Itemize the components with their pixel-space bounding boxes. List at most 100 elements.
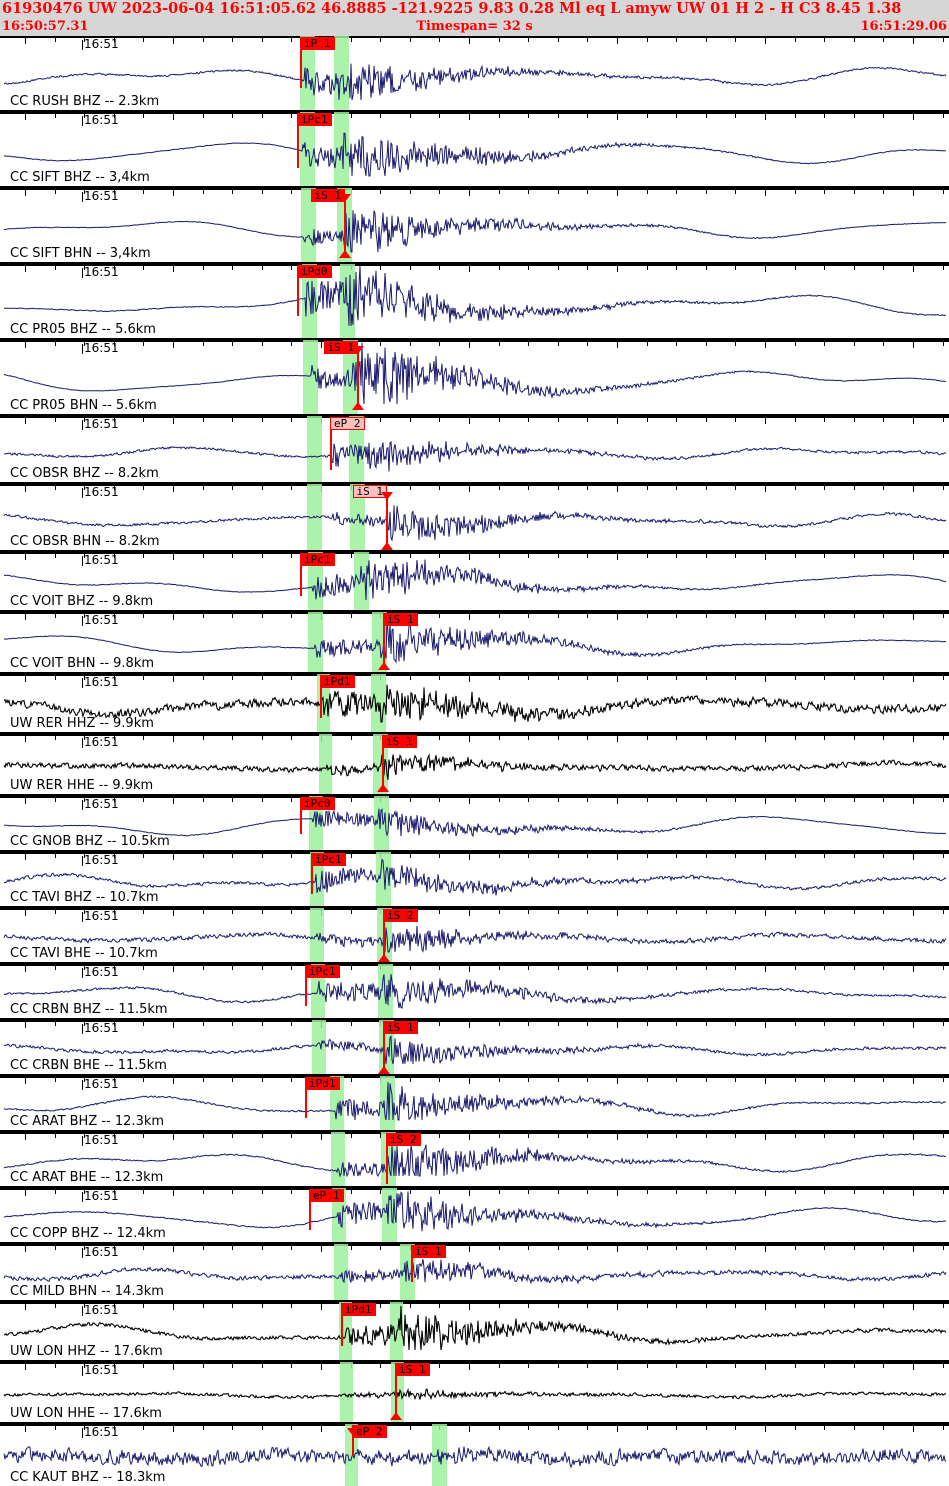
axis-tick xyxy=(55,796,56,802)
waveform-path xyxy=(3,974,947,1009)
trace-row[interactable]: 16:51 iS 1 CC OBSR BHN -- 8.2km xyxy=(0,484,949,552)
axis-tick xyxy=(262,908,263,914)
axis-tick xyxy=(469,612,470,620)
axis-tick xyxy=(173,674,174,682)
waveform xyxy=(3,1388,947,1401)
axis-tick xyxy=(943,1132,944,1138)
axis-tick xyxy=(232,188,233,194)
axis-tick xyxy=(528,674,529,680)
time-axis xyxy=(0,908,949,916)
axis-tick xyxy=(84,964,85,970)
trace-row[interactable]: 16:51 iPc1 CC SIFT BHZ -- 3,4km xyxy=(0,112,949,188)
axis-tick xyxy=(173,264,174,272)
pick-label: iPc1 xyxy=(297,113,332,126)
axis-time-label: 16:51 xyxy=(82,965,119,979)
pick-stem xyxy=(300,560,302,596)
waveform-path xyxy=(3,1191,947,1232)
trace-row[interactable]: 16:51 iPd1 UW RER HHZ -- 9.9km xyxy=(0,674,949,734)
axis-tick xyxy=(617,964,618,972)
pick-stem xyxy=(297,272,299,316)
axis-line xyxy=(0,852,949,854)
axis-tick xyxy=(499,1188,500,1194)
axis-tick xyxy=(676,552,677,558)
time-label-text: 16:51 xyxy=(84,1021,119,1035)
axis-time-label: 16:51 xyxy=(82,265,119,279)
axis-tick xyxy=(943,1020,944,1026)
axis-tick xyxy=(883,1362,884,1368)
axis-tick xyxy=(943,416,944,422)
axis-tick xyxy=(558,734,559,740)
axis-tick xyxy=(795,612,796,618)
axis-tick xyxy=(114,1244,115,1250)
trace-row[interactable]: 16:51 iPc0 CC GNOB BHZ -- 10.5km xyxy=(0,796,949,852)
waveform xyxy=(3,132,947,177)
axis-tick xyxy=(143,1188,144,1194)
channel-label: CC CRBN BHE -- 11.5km xyxy=(10,1058,167,1073)
axis-tick xyxy=(143,1244,144,1250)
waveform-path xyxy=(3,1035,947,1065)
trace-row[interactable]: 16:51 eP 2 CC KAUT BHZ -- 18.3km xyxy=(0,1424,949,1486)
trace-row[interactable]: 16:51 iS 1 CC MILD BHN -- 14.3km xyxy=(0,1244,949,1302)
axis-tick xyxy=(203,1302,204,1308)
axis-tick xyxy=(232,1244,233,1250)
pick-label: iS 1 xyxy=(310,189,345,202)
trace-row[interactable]: 16:51 iS 1 CC PR05 BHN -- 5.6km xyxy=(0,340,949,416)
axis-tick xyxy=(469,484,470,492)
trace-row[interactable]: 16:51 iPd0 CC PR05 BHZ -- 5.6km xyxy=(0,264,949,340)
trace-row[interactable]: 16:51 iS 1 CC VOIT BHN -- 9.8km xyxy=(0,612,949,674)
axis-tick xyxy=(84,734,85,740)
axis-tick xyxy=(765,674,766,682)
channel-label: CC OBSR BHZ -- 8.2km xyxy=(10,466,159,481)
trace-row[interactable]: 16:51 iPd1 UW LON HHZ -- 17.6km xyxy=(0,1302,949,1362)
trace-row[interactable]: 16:51 iPc1 CC TAVI BHZ -- 10.7km xyxy=(0,852,949,908)
axis-tick xyxy=(735,188,736,194)
axis-tick xyxy=(469,36,470,44)
pick-flag-top xyxy=(381,492,393,500)
trace-row[interactable]: 16:51 iS 1 UW RER HHE -- 9.9km xyxy=(0,734,949,796)
axis-tick xyxy=(173,908,174,916)
axis-tick xyxy=(410,1188,411,1194)
trace-row[interactable]: 16:51 eP 1 CC COPP BHZ -- 12.4km xyxy=(0,1188,949,1244)
axis-tick xyxy=(291,734,292,740)
axis-tick xyxy=(25,964,26,972)
axis-tick xyxy=(647,1188,648,1194)
trace-row[interactable]: 16:51 iS 2 CC TAVI BHE -- 10.7km xyxy=(0,908,949,964)
axis-tick xyxy=(84,796,85,802)
axis-tick xyxy=(735,796,736,802)
pick-stem xyxy=(395,1370,397,1418)
trace-row[interactable]: 16:51 iS 1 UW LON HHE -- 17.6km xyxy=(0,1362,949,1424)
axis-tick xyxy=(114,796,115,802)
trace-row[interactable]: 16:51 iPc1 CC VOIT BHZ -- 9.8km xyxy=(0,552,949,612)
axis-tick xyxy=(291,852,292,858)
channel-label: CC VOIT BHZ -- 9.8km xyxy=(10,594,154,609)
axis-tick xyxy=(647,1076,648,1082)
axis-tick xyxy=(676,1020,677,1026)
trace-row[interactable]: 16:51 iPd1 CC ARAT BHZ -- 12.3km xyxy=(0,1076,949,1132)
trace-row[interactable]: 16:51 iP 1 CC RUSH BHZ -- 2.3km xyxy=(0,36,949,112)
axis-tick xyxy=(854,734,855,740)
trace-row[interactable]: 16:51 iS 1 CC SIFT BHN -- 3,4km xyxy=(0,188,949,264)
axis-tick xyxy=(854,1132,855,1138)
trace-row[interactable]: 16:51 eP 2 CC OBSR BHZ -- 8.2km xyxy=(0,416,949,484)
axis-tick xyxy=(913,1020,914,1028)
axis-tick xyxy=(232,964,233,970)
axis-tick xyxy=(883,1302,884,1308)
pick-stem xyxy=(382,742,384,790)
time-label-text: 16:51 xyxy=(84,189,119,203)
trace-row[interactable]: 16:51 iS 1 CC CRBN BHE -- 11.5km xyxy=(0,1020,949,1076)
trace-row[interactable]: 16:51 iPc1 CC CRBN BHZ -- 11.5km xyxy=(0,964,949,1020)
axis-tick xyxy=(380,112,381,118)
axis-tick xyxy=(232,908,233,914)
axis-tick xyxy=(25,1302,26,1310)
axis-time-label: 16:51 xyxy=(82,485,119,499)
axis-tick xyxy=(558,264,559,270)
trace-row[interactable]: 16:51 iS 2 CC ARAT BHE -- 12.3km xyxy=(0,1132,949,1188)
axis-tick xyxy=(795,416,796,422)
axis-tick xyxy=(439,188,440,194)
axis-tick xyxy=(883,796,884,802)
time-axis xyxy=(0,1132,949,1140)
axis-tick xyxy=(55,612,56,618)
axis-tick xyxy=(173,734,174,742)
axis-tick xyxy=(291,1188,292,1194)
trace-stack[interactable]: 16:51 iP 1 CC RUSH BHZ -- 2.3km 16:51 iPc1 CC… xyxy=(0,36,949,1486)
